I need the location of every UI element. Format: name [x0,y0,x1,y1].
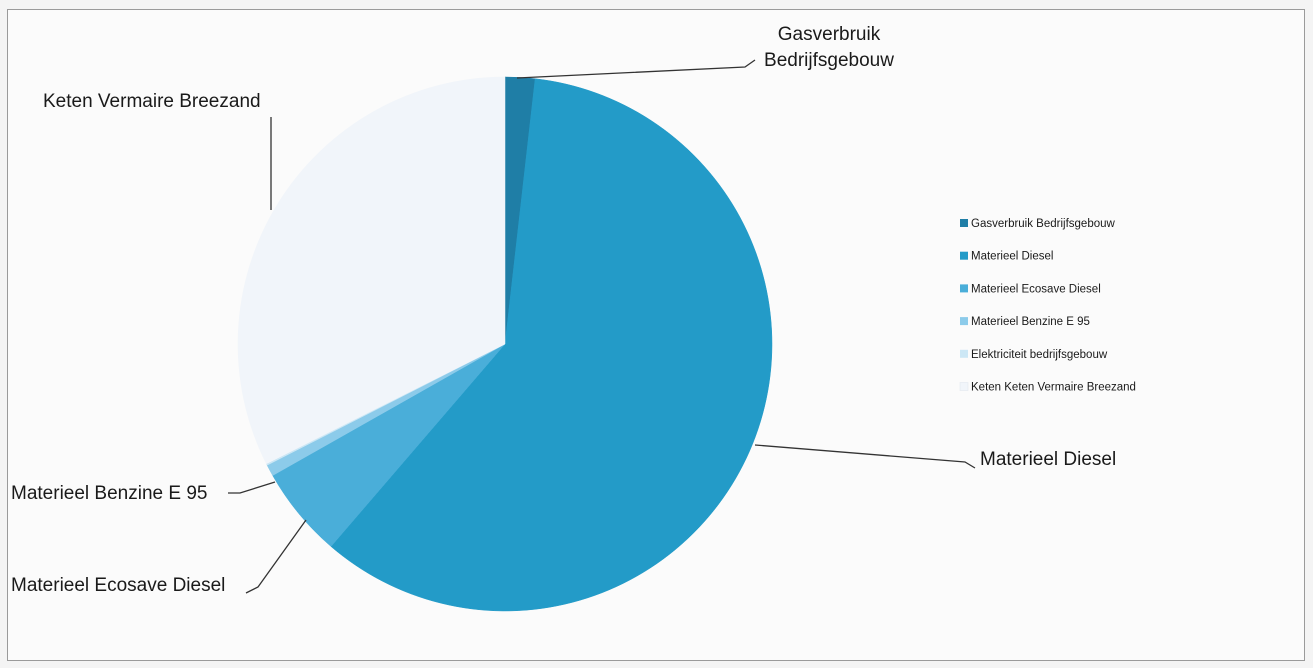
leader-ecosave [245,519,307,594]
leader-benzine [228,481,276,494]
legend-swatch [960,317,968,326]
leader-lines [228,59,976,594]
callout-gas-line1: Gasverbruik [778,24,881,45]
callout-keten: Keten Vermaire Breezand [43,91,261,112]
callout-benzine: Materieel Benzine E 95 [11,483,207,504]
legend-swatch [960,349,968,358]
legend-item: Elektriciteit bedrijfsgebouw [960,349,1108,361]
legend-swatch [960,251,968,260]
legend-label: Elektriciteit bedrijfsgebouw [971,349,1108,361]
legend-label: Gasverbruik Bedrijfsgebouw [971,218,1116,230]
chart-legend: Gasverbruik Bedrijfsgebouw Materieel Dies… [959,218,1136,394]
pie-slices [237,76,773,612]
legend-item: Gasverbruik Bedrijfsgebouw [960,218,1116,230]
leader-diesel [754,444,976,469]
callout-labels: Gasverbruik Bedrijfsgebouw Keten Vermair… [11,24,1116,596]
legend-label: Keten Keten Vermaire Breezand [971,382,1136,394]
legend-item: Keten Keten Vermaire Breezand [959,382,1136,394]
leader-gas [516,59,756,79]
legend-item: Materieel Diesel [960,251,1053,263]
legend-item: Materieel Ecosave Diesel [960,283,1101,295]
legend-label: Materieel Benzine E 95 [971,316,1090,328]
pie-slice-keten-keten-vermaire-breezand [237,76,506,465]
legend-item: Materieel Benzine E 95 [960,316,1090,328]
pie-slice-materieel-diesel [330,78,773,612]
legend-swatch [959,382,969,391]
callout-gas-line2: Bedrijfsgebouw [764,50,894,71]
legend-swatch [960,284,968,293]
legend-label: Materieel Diesel [971,251,1053,263]
callout-ecosave: Materieel Ecosave Diesel [11,575,225,596]
legend-label: Materieel Ecosave Diesel [971,283,1101,295]
callout-diesel: Materieel Diesel [980,449,1116,470]
legend-swatch [960,219,968,227]
